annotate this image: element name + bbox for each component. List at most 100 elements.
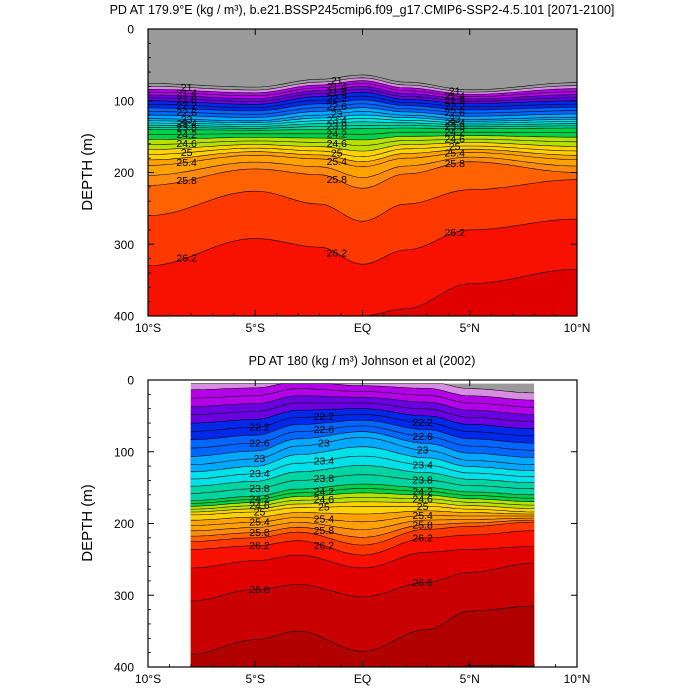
bottom-contour-label: 25 <box>417 501 429 513</box>
bottom-contour-line-22.6 <box>190 425 535 451</box>
bottom-band-26.8 <box>190 606 535 667</box>
bottom-y-ticks: 0 100 200 300 400 <box>114 374 577 675</box>
bottom-contour-line-22.2 <box>190 414 535 437</box>
top-contour-label: 22.2 <box>327 93 348 105</box>
top-contour-label: 23.4 <box>327 115 348 127</box>
bottom-contour-label: 24.2 <box>412 486 433 498</box>
bottom-contour-label: 24.2 <box>249 494 270 506</box>
top-contour-line-21.2 <box>148 80 577 95</box>
top-contour-label: 24.2 <box>327 129 348 141</box>
top-contour-label: 23.4 <box>176 118 197 130</box>
top-x-tick-label: 10°S <box>135 321 161 335</box>
top-contour-line-23.6 <box>148 121 577 127</box>
top-contour-line-24.4 <box>148 135 577 141</box>
bottom-contour-label: 25.4 <box>412 510 433 522</box>
top-contour-label: 25.4 <box>327 156 348 168</box>
top-contour-line-21.6 <box>148 86 577 100</box>
bottom-contour-line-27.0 <box>462 665 535 667</box>
top-contour-label: 24.2 <box>444 127 465 139</box>
bottom-contour-line-23.8 <box>190 474 535 494</box>
top-contour-label: 26.2 <box>327 248 348 260</box>
bottom-contour-line-21.4 <box>190 388 535 408</box>
top-contour-label: 25 <box>449 141 461 153</box>
top-title: PD AT 179.9°E (kg / m³), b.e21.BSSP245cm… <box>110 3 615 17</box>
top-contour-label: 21.8 <box>444 95 465 107</box>
bottom-contour-label: 25.8 <box>412 519 433 531</box>
bottom-contour-line-25.8 <box>190 519 535 538</box>
bottom-x-tick-label: 5°S <box>246 672 265 686</box>
bottom-x-tick-label: 5°N <box>460 672 480 686</box>
bottom-title: PD AT 180 (kg / m³) Johnson et al (2002) <box>249 354 476 368</box>
bottom-contour-line-26.8 <box>190 605 535 655</box>
top-contour-line-21.8 <box>148 89 577 102</box>
bottom-contour-line-25.6 <box>190 517 535 532</box>
top-contour-label: 22.6 <box>176 107 197 119</box>
bottom-y-tick-label: 300 <box>114 589 134 603</box>
top-contour-label: 21.4 <box>444 91 465 103</box>
bottom-contour-line-23.4 <box>190 455 535 480</box>
bottom-contour-label: 23.8 <box>412 475 433 487</box>
top-contour-line-22.6 <box>148 103 577 115</box>
bottom-contour-label: 25.4 <box>314 514 335 526</box>
bottom-contour-label: 25.8 <box>249 527 270 539</box>
bottom-x-axis: 10°S 5°S EQ 5°N 10°N <box>135 380 590 686</box>
bottom-contour-label: 22.6 <box>412 431 433 443</box>
top-contour-label: 25 <box>331 148 343 160</box>
bottom-contour-label: 22.6 <box>314 424 335 436</box>
bottom-y-tick-label: 200 <box>114 517 134 531</box>
top-contour-line-21.4 <box>148 83 577 97</box>
top-contour-line-22.0 <box>148 91 577 105</box>
bottom-x-tick-label: 10°N <box>564 672 591 686</box>
bottom-contour-label: 26.2 <box>249 540 270 552</box>
top-contour-line-25.8 <box>148 161 577 189</box>
top-contour-label: 22.6 <box>327 101 348 113</box>
bottom-contour-label: 24.6 <box>249 500 270 512</box>
bottom-contour-label: 22.2 <box>412 417 433 429</box>
bottom-contour-label: 22.6 <box>249 437 270 449</box>
top-contour-label: 21.8 <box>327 87 348 99</box>
top-contour-field <box>148 29 577 316</box>
bottom-x-tick-label: EQ <box>354 672 371 686</box>
top-contour-label: 21 <box>181 82 193 94</box>
top-contour-label: 24.6 <box>327 138 348 150</box>
top-contour-line-25.4 <box>148 152 577 168</box>
bottom-contour-line-23.0 <box>190 437 535 465</box>
bottom-contour-field <box>190 383 535 667</box>
bottom-contour-line-26.6 <box>190 562 535 602</box>
bottom-contour-label: 22.2 <box>314 411 335 423</box>
top-y-axis-label: DEPTH (m) <box>79 133 96 211</box>
top-contour-line-25.0 <box>148 145 577 157</box>
top-contour-line-23.4 <box>148 118 577 125</box>
top-contour-line-23.0 <box>148 111 577 122</box>
bottom-contour-label: 24.6 <box>314 494 335 506</box>
bottom-contour-line-21.8 <box>190 402 535 422</box>
top-contour-label: 21.8 <box>176 93 197 105</box>
bottom-contour-label: 25.4 <box>249 517 270 529</box>
top-contour-label: 23.8 <box>176 122 197 134</box>
top-contour-label: 26.2 <box>444 227 465 239</box>
top-band-26.4 <box>148 269 577 316</box>
bottom-contour-label: 24.2 <box>314 486 335 498</box>
top-contour-label: 23.8 <box>327 121 348 133</box>
bottom-contour-line-24.6 <box>190 497 535 510</box>
bottom-y-axis-label: DEPTH (m) <box>79 484 96 562</box>
top-contour-line-22.4 <box>148 99 577 112</box>
bottom-contour-label: 24.6 <box>412 493 433 505</box>
top-x-axis: 10°S 5°S EQ 5°N 10°N <box>135 29 590 335</box>
top-contour-line-24.2 <box>148 131 577 135</box>
top-contour-line-26.0 <box>148 179 577 222</box>
top-contour-line-22.8 <box>148 107 577 118</box>
bottom-contour-label: 23.4 <box>249 468 270 480</box>
bottom-contour-label: 23.4 <box>412 460 433 472</box>
top-contour-line-21.0 <box>148 77 577 93</box>
bottom-contour-label: 22.2 <box>249 422 270 434</box>
bottom-contour-line-21.6 <box>190 395 535 415</box>
top-contour-label: 23 <box>449 113 461 125</box>
top-y-axis: DEPTH (m) 0 100 200 300 400 <box>79 23 577 324</box>
bottom-x-tick-label: 10°S <box>135 672 161 686</box>
top-contour-line-25.2 <box>148 148 577 162</box>
bottom-contour-label: 26.6 <box>249 584 270 596</box>
top-contour-line-20.8 <box>148 74 577 91</box>
